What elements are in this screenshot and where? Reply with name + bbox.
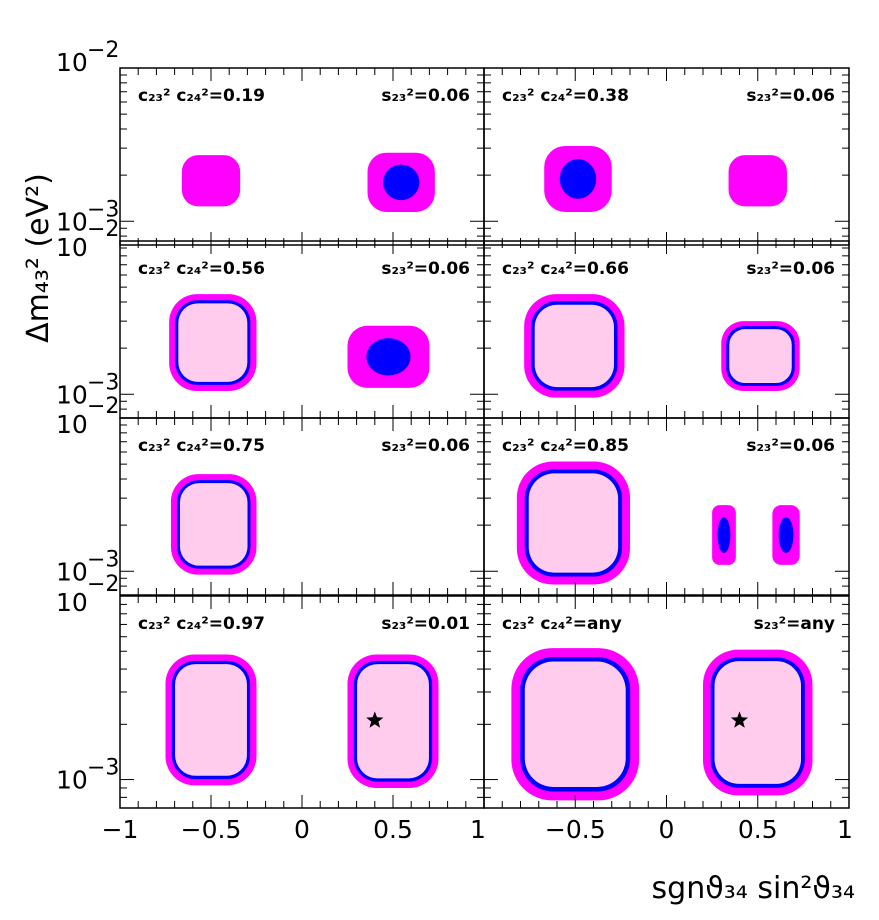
panel-regions (181, 152, 435, 212)
y-tick-label-exponent: −3 (87, 547, 119, 572)
panel-regions (170, 474, 257, 575)
y-tick-label: 10 (56, 557, 88, 586)
y-tick-label-exponent: −3 (87, 197, 119, 222)
x-tick-label: 1 (470, 815, 486, 844)
contour-middle-region (778, 517, 794, 553)
contour-inner-region (175, 664, 247, 776)
panel-label-left: c₂₃² c₂₄²=0.19 (138, 86, 265, 106)
y-tick-label: 10 (56, 207, 88, 236)
y-tick-label: 10 (56, 588, 88, 617)
panel-label-right: s₂₃²=any (754, 614, 835, 634)
y-tick-label-exponent: −3 (87, 756, 119, 781)
x-tick-label: 0.5 (373, 815, 413, 844)
panel-regions (511, 648, 813, 801)
y-tick-label: 10 (56, 380, 88, 409)
y-tick-label: 10 (56, 766, 88, 795)
x-axis-title: sgnϑ₃₄ sin²ϑ₃₄ (652, 871, 855, 906)
best-fit-star-icon (730, 711, 749, 728)
panel-label-left: c₂₃² c₂₄²=0.66 (502, 259, 629, 279)
x-tick-label: −1 (102, 815, 139, 844)
panel-label-left: c₂₃² c₂₄²=0.75 (138, 436, 265, 456)
frame-layer (119, 67, 850, 809)
contour-middle-region (717, 517, 731, 553)
x-tick-label: 0 (659, 815, 675, 844)
x-tick-label: 0 (294, 815, 310, 844)
contour-middle-region (559, 159, 597, 199)
contour-inner-region (729, 329, 792, 384)
panel-4: c₂₃² c₂₄²=0.66 s₂₃²=0.06 (502, 259, 835, 398)
panel-regions (544, 145, 787, 212)
y-tick-label: 10 (56, 410, 88, 439)
panel-regions (516, 461, 800, 585)
contour-inner-region (179, 483, 248, 566)
contour-inner-region (178, 303, 248, 382)
panel-1: c₂₃² c₂₄²=0.19 s₂₃²=0.06 (138, 86, 470, 212)
contour-inner-region (357, 664, 429, 779)
panel-8: c₂₃² c₂₄²=any s₂₃²=any (502, 614, 835, 801)
panel-3: c₂₃² c₂₄²=0.56 s₂₃²=0.06 (138, 259, 470, 392)
y-tick-label-exponent: −2 (87, 394, 119, 419)
panel-label-left: c₂₃² c₂₄²=0.38 (502, 86, 629, 106)
y-axis-title-text: Δm₄₃² (eV²) (21, 173, 56, 343)
contour-inner-region (714, 661, 802, 784)
panel-regions (165, 654, 439, 788)
x-tick-label: 0.5 (738, 815, 778, 844)
panel-7: c₂₃² c₂₄²=0.97 s₂₃²=0.01 (138, 614, 470, 788)
panel-label-right: s₂₃²=0.01 (381, 614, 470, 634)
y-tick-label-exponent: −2 (87, 217, 119, 242)
contour-outer-region (181, 155, 241, 207)
panel-2: c₂₃² c₂₄²=0.38 s₂₃²=0.06 (502, 86, 835, 212)
x-tick-label: −0.5 (181, 815, 242, 844)
panel-label-left: c₂₃² c₂₄²=0.85 (502, 436, 629, 456)
y-tick-label-exponent: −2 (87, 572, 119, 597)
contour-inner-region (528, 473, 619, 573)
y-tick-label-exponent: −2 (87, 38, 119, 63)
panel-regions (524, 294, 800, 398)
y-tick-label-exponent: −3 (87, 370, 119, 395)
panels-layer: c₂₃² c₂₄²=0.19 s₂₃²=0.06 c₂₃² c₂₄²=0.38 s₂₃… (138, 86, 835, 801)
y-axis-title: Δm₄₃² (eV²) (21, 173, 56, 343)
x-tick-label: −0.5 (545, 815, 606, 844)
contour-outer-region (728, 155, 787, 207)
panel-regions (169, 294, 430, 392)
y-tick-label: 10 (56, 233, 88, 262)
best-fit-star-icon (366, 711, 384, 728)
panel-5: c₂₃² c₂₄²=0.75 s₂₃²=0.06 (138, 436, 470, 575)
contour-middle-region (383, 164, 420, 201)
panel-6: c₂₃² c₂₄²=0.85 s₂₃²=0.06 (502, 436, 835, 585)
tick-labels-layer: 10 −310 −310 −310 −310 −210−210−210−2−1 −0.5 0 0… (56, 38, 853, 844)
panel-label-right: s₂₃²=0.06 (746, 436, 835, 456)
x-tick-label: 1 (837, 815, 853, 844)
panel-label-right: s₂₃²=0.06 (381, 259, 470, 279)
panel-label-right: s₂₃²=0.06 (746, 86, 835, 106)
y-tick-label: 10 (56, 48, 88, 77)
panel-label-left: c₂₃² c₂₄²=0.56 (138, 259, 265, 279)
panel-label-left: c₂₃² c₂₄²=0.97 (138, 614, 265, 634)
panel-label-right: s₂₃²=0.06 (381, 86, 470, 106)
panel-label-right: s₂₃²=0.06 (381, 436, 470, 456)
contour-inner-region (524, 661, 626, 787)
panel-label-left: c₂₃² c₂₄²=any (502, 614, 622, 634)
panel-label-right: s₂₃²=0.06 (746, 259, 835, 279)
contour-middle-region (366, 338, 411, 376)
contour-inner-region (534, 304, 614, 388)
